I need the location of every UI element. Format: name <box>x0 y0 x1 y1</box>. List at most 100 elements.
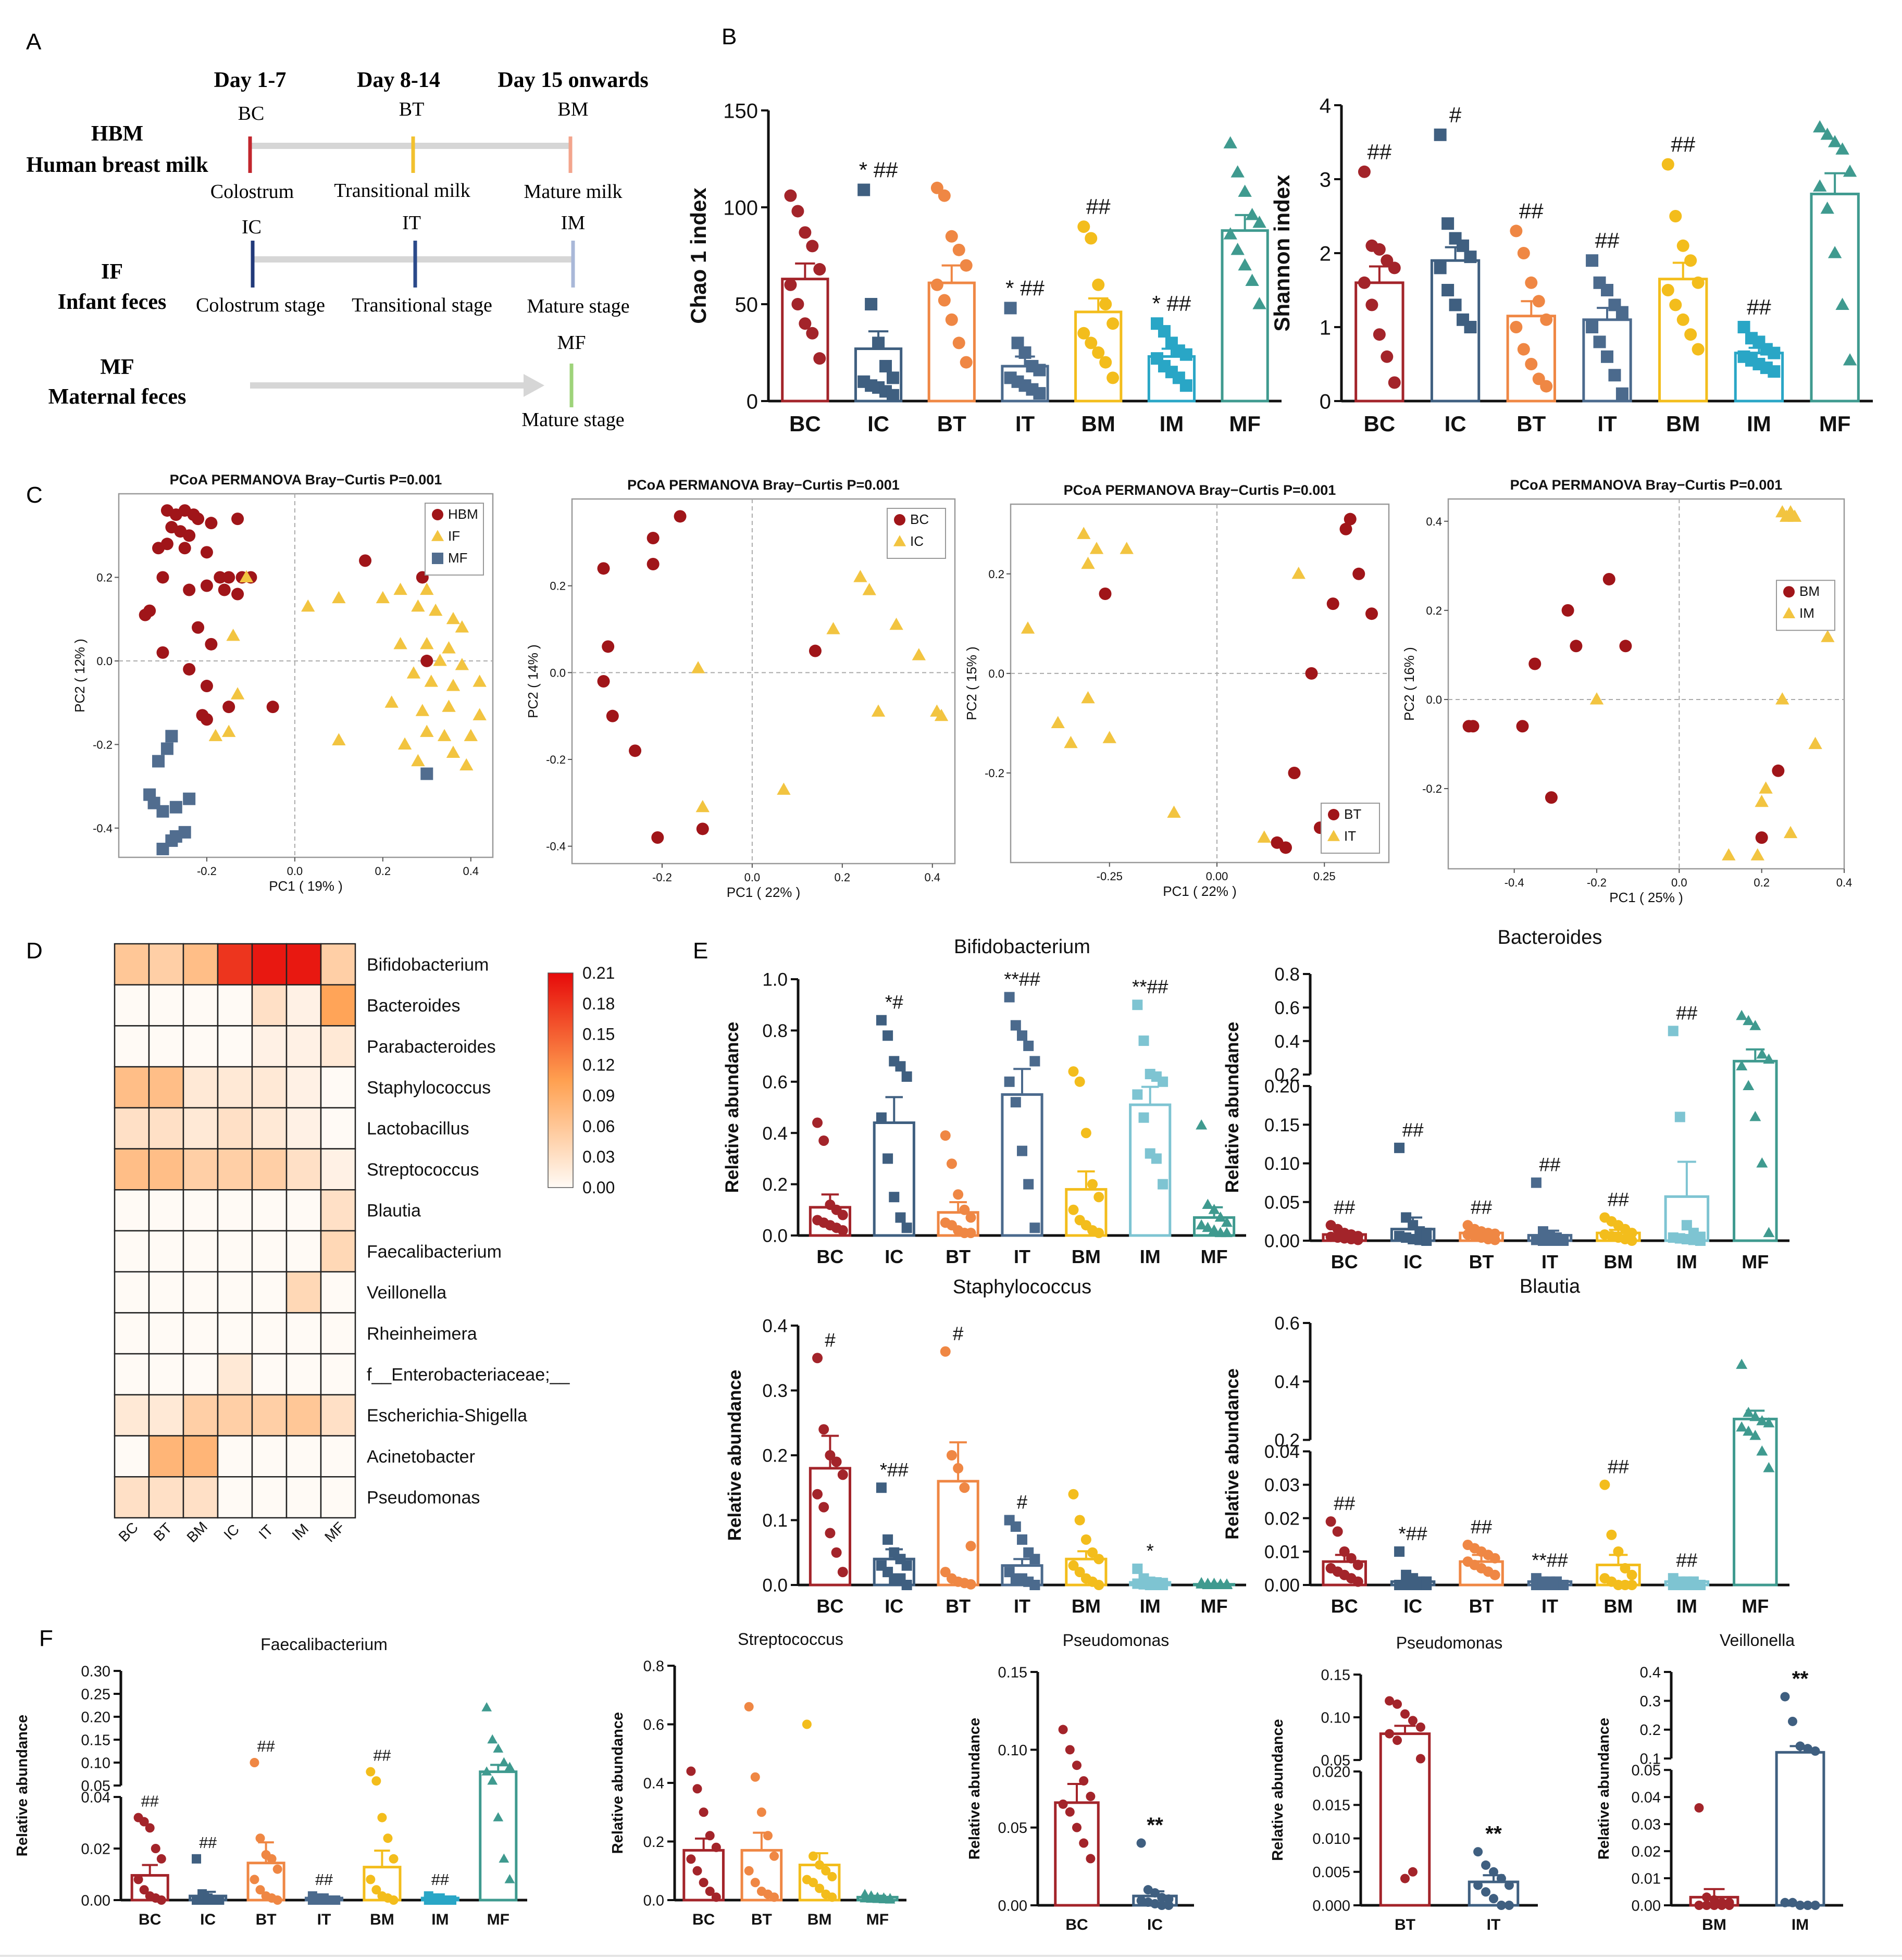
row-label: Veillonella <box>367 1283 446 1303</box>
y-axis-label: Relative abundance <box>966 1718 983 1859</box>
data-point <box>818 1424 829 1435</box>
data-point <box>1202 1199 1214 1209</box>
x-tick-label: IM <box>1747 411 1771 436</box>
panel-label-a: A <box>26 29 42 55</box>
data-point <box>1674 1112 1685 1122</box>
data-point <box>1029 1056 1040 1067</box>
data-point <box>1593 335 1606 348</box>
data-point <box>1755 794 1769 807</box>
y-tick-label: 0 <box>1320 390 1331 413</box>
data-point <box>1763 1417 1775 1428</box>
data-point <box>152 755 165 768</box>
data-point <box>1669 298 1682 311</box>
data-point <box>473 708 487 720</box>
data-point <box>1736 1421 1748 1432</box>
data-point <box>493 1743 504 1753</box>
data-point <box>1525 276 1538 289</box>
y-tick-label: 0.4 <box>643 1775 664 1792</box>
data-point <box>802 1719 812 1729</box>
data-point <box>1245 273 1259 286</box>
x-tick-label: MF <box>1201 1595 1228 1617</box>
data-point <box>1737 321 1750 333</box>
data-point <box>777 782 791 795</box>
data-point <box>865 298 878 310</box>
significance-label: ## <box>1676 1550 1697 1571</box>
data-point <box>1093 1554 1104 1565</box>
significance-label: ## <box>1671 132 1695 157</box>
data-point <box>156 1854 166 1864</box>
data-point <box>499 1757 509 1767</box>
data-point <box>383 1833 393 1843</box>
data-point <box>889 1192 900 1203</box>
data-point <box>1058 1799 1068 1809</box>
x-tick-label: MF <box>1742 1595 1769 1617</box>
heatmap-cell <box>285 1189 322 1232</box>
data-point <box>481 1702 492 1712</box>
data-point <box>597 562 610 575</box>
data-point <box>1415 1754 1425 1764</box>
data-point <box>711 1892 721 1902</box>
y-tick-label: 0.1 <box>1640 1751 1661 1768</box>
data-point <box>464 729 478 741</box>
x-tick-label: IT <box>317 1911 331 1928</box>
data-point <box>1694 1901 1704 1910</box>
y-tick-label: 0.2 <box>762 1446 788 1466</box>
data-point <box>1525 358 1538 370</box>
data-point <box>377 1813 387 1822</box>
data-point <box>1701 1901 1711 1910</box>
data-point <box>1358 165 1371 178</box>
data-point <box>1489 1234 1500 1245</box>
heatmap-cell <box>182 1025 219 1068</box>
data-point <box>183 792 196 805</box>
data-point <box>1087 1547 1098 1558</box>
bar-chart-b1: 0 50 100 150 Chao 1 index BC IC * ## BT IT * ## BM #… <box>686 99 1282 436</box>
data-point <box>901 1222 912 1233</box>
data-point <box>1017 1030 1027 1041</box>
heatmap-cell <box>182 1312 219 1355</box>
data-point <box>705 1887 715 1896</box>
data-point <box>1058 1725 1068 1734</box>
data-point <box>1516 720 1529 733</box>
data-point <box>784 278 797 291</box>
chart-title: PCoA PERMANOVA Bray−Curtis P=0.001 <box>627 477 900 493</box>
heatmap-cell <box>114 1107 150 1150</box>
data-point <box>332 733 346 745</box>
significance-label: * ## <box>1152 291 1191 316</box>
data-point <box>420 582 434 595</box>
data-point <box>389 1895 399 1905</box>
bar-chart-b2: 0 1 2 3 4 Shannon index BC ## IC # BT ## IT ## BM ## IM #… <box>1270 94 1873 436</box>
data-point <box>1288 767 1301 779</box>
heatmap-cell <box>182 1230 219 1272</box>
data-point <box>481 1766 492 1776</box>
chart-title: Pseudomonas <box>1063 1631 1170 1650</box>
heatmap-cell <box>251 1066 288 1109</box>
bar-chart-f5: 0.00 0.01 0.02 0.03 0.04 0.050.1 0.2 0.3 0.4 Rela… <box>1596 1631 1843 1933</box>
data-point <box>151 1844 160 1853</box>
heatmap-cell <box>320 1230 356 1272</box>
y-axis-label: Relative abundance <box>14 1715 31 1856</box>
y-tick-label: 0.015 <box>1312 1797 1350 1814</box>
data-point <box>169 830 182 843</box>
chart-title: Blautia <box>1520 1276 1581 1297</box>
data-point <box>1626 1580 1637 1590</box>
data-point <box>1676 313 1689 326</box>
heatmap-cell <box>148 1312 184 1355</box>
significance-label: # <box>1449 103 1462 127</box>
y-tick-label: 0.2 <box>96 571 113 584</box>
data-point <box>860 1893 871 1903</box>
data-point <box>1079 1776 1089 1786</box>
data-point <box>487 1775 498 1785</box>
y-tick-label: 0.4 <box>1640 1664 1661 1681</box>
x-tick-label: IC <box>1147 1916 1163 1933</box>
data-point <box>1684 328 1697 341</box>
data-point <box>1517 343 1530 356</box>
data-point <box>1352 1234 1363 1245</box>
data-point <box>606 709 619 722</box>
data-point <box>1626 1569 1637 1580</box>
row-label: Escherichia-Shigella <box>367 1406 527 1426</box>
data-point <box>205 638 218 651</box>
data-point <box>1489 1894 1498 1904</box>
data-point <box>455 620 469 633</box>
y-tick-label: 0.15 <box>1264 1115 1300 1135</box>
